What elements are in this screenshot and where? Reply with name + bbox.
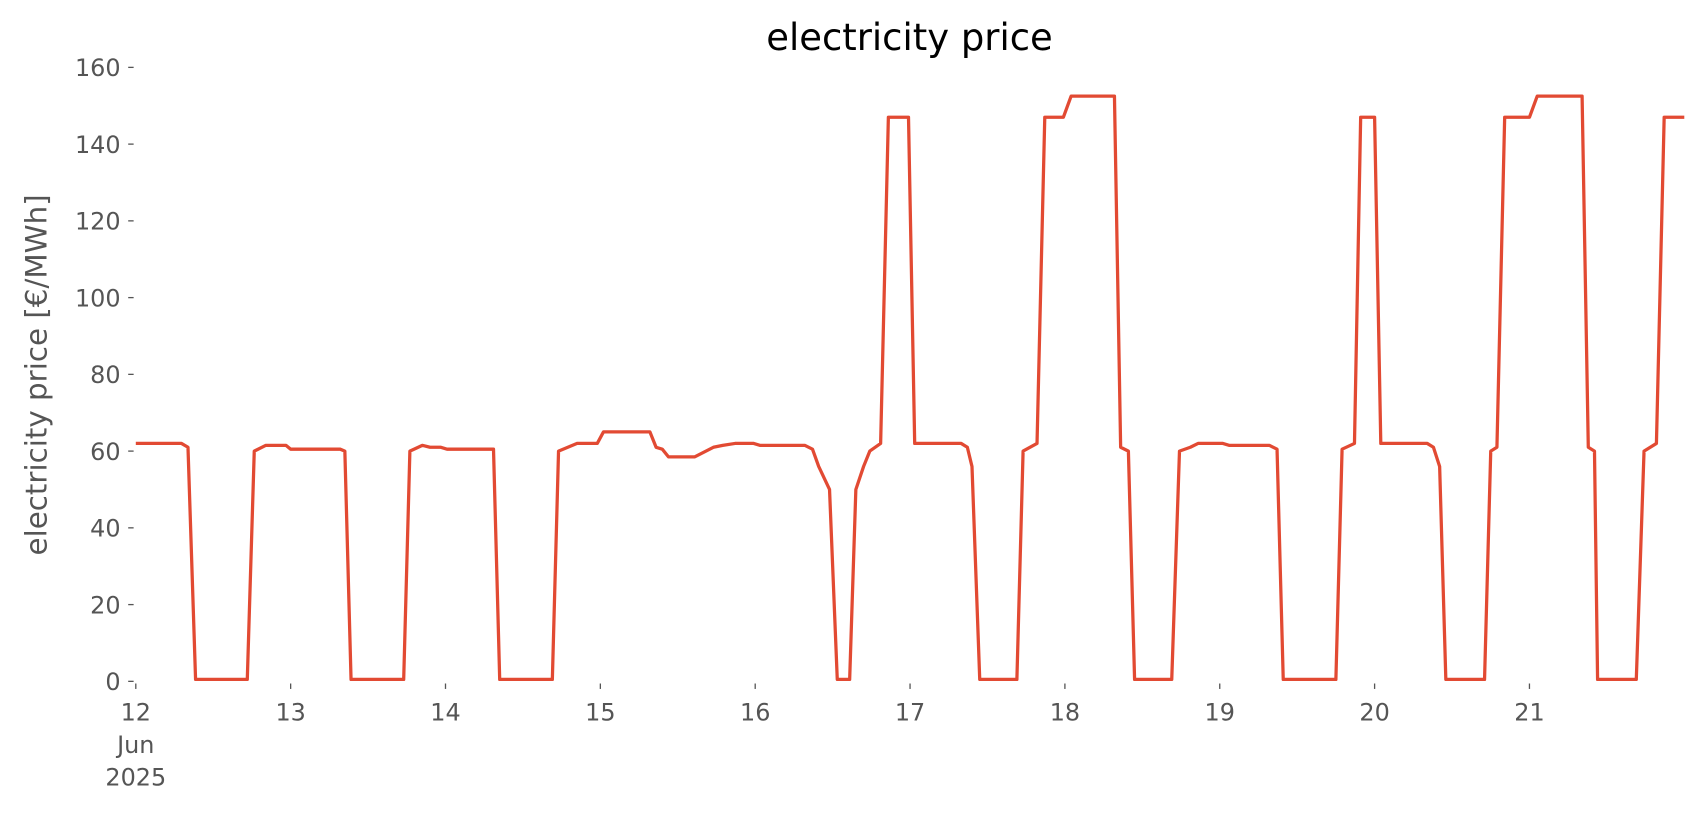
- y-tick-label: 140: [75, 131, 121, 159]
- y-tick-label: 100: [75, 284, 121, 312]
- x-tick-label: 21: [1514, 698, 1544, 726]
- y-tick-label: 60: [90, 438, 120, 466]
- y-axis-label: electricity price [€/MWh]: [20, 194, 54, 555]
- line-series: [135, 94, 1685, 682]
- y-tick-label: 120: [75, 208, 121, 236]
- y-tick-label: 40: [90, 515, 120, 543]
- x-tick-label: 19: [1205, 698, 1235, 726]
- x-tick-label: 14: [430, 698, 460, 726]
- y-tick-label: 20: [90, 591, 120, 619]
- x-tick-label: 13: [275, 698, 305, 726]
- x-tick-label: 17: [895, 698, 925, 726]
- x-tick-label: 18: [1050, 698, 1080, 726]
- x-tick-label: 12 Jun 2025: [105, 698, 166, 791]
- y-tick-label: 80: [90, 361, 120, 389]
- x-tick-label: 16: [740, 698, 770, 726]
- y-tick-label: 160: [75, 54, 121, 82]
- x-tick-label: 20: [1359, 698, 1389, 726]
- chart-title: electricity price: [766, 16, 1053, 59]
- y-tick-label: 0: [105, 668, 120, 696]
- x-tick-label: 15: [585, 698, 615, 726]
